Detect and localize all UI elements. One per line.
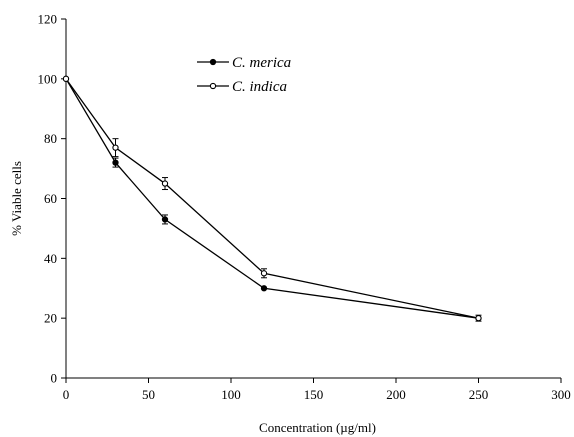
x-tick-label: 0 <box>63 387 70 402</box>
data-point <box>161 180 169 187</box>
data-point <box>260 270 268 277</box>
data-point <box>112 159 119 166</box>
x-tick-label: 300 <box>551 387 571 402</box>
y-tick-label: 120 <box>38 12 58 27</box>
x-tick-label: 250 <box>469 387 489 402</box>
data-point <box>62 75 70 82</box>
x-tick-label: 150 <box>304 387 324 402</box>
x-tick-label: 200 <box>386 387 406 402</box>
x-tick-label: 100 <box>221 387 241 402</box>
data-point <box>112 144 119 151</box>
legend-label: C. indica <box>232 79 287 95</box>
y-tick-label: 20 <box>44 311 57 326</box>
series-c-merica <box>62 75 482 322</box>
y-tick-label: 80 <box>44 131 57 146</box>
legend-item-c-merica: C. merica <box>197 55 291 71</box>
x-axis-title: Concentration (µg/ml) <box>259 420 376 435</box>
x-tick-label: 50 <box>142 387 155 402</box>
legend-marker <box>209 82 217 90</box>
series-line-c-indica <box>65 78 479 319</box>
y-tick-label: 40 <box>44 251 57 266</box>
series-layer <box>62 75 482 322</box>
legend-label: C. merica <box>232 55 291 71</box>
data-point <box>475 315 482 322</box>
series-line-c-merica <box>65 78 479 319</box>
y-axis: 0 20 40 60 80 100 120 <box>38 12 67 386</box>
legend-marker <box>209 58 217 66</box>
data-point <box>161 216 169 223</box>
y-tick-label: 0 <box>51 371 58 386</box>
y-axis-title: % Viable cells <box>9 161 24 236</box>
legend-item-c-indica: C. indica <box>197 79 287 95</box>
y-tick-label: 60 <box>44 191 57 206</box>
y-tick-label: 100 <box>38 71 58 86</box>
x-axis: 0 50 100 150 200 250 300 <box>63 377 571 402</box>
series-c-indica <box>62 75 482 322</box>
legend: C. merica C. indica <box>197 55 291 95</box>
data-point <box>260 285 268 292</box>
